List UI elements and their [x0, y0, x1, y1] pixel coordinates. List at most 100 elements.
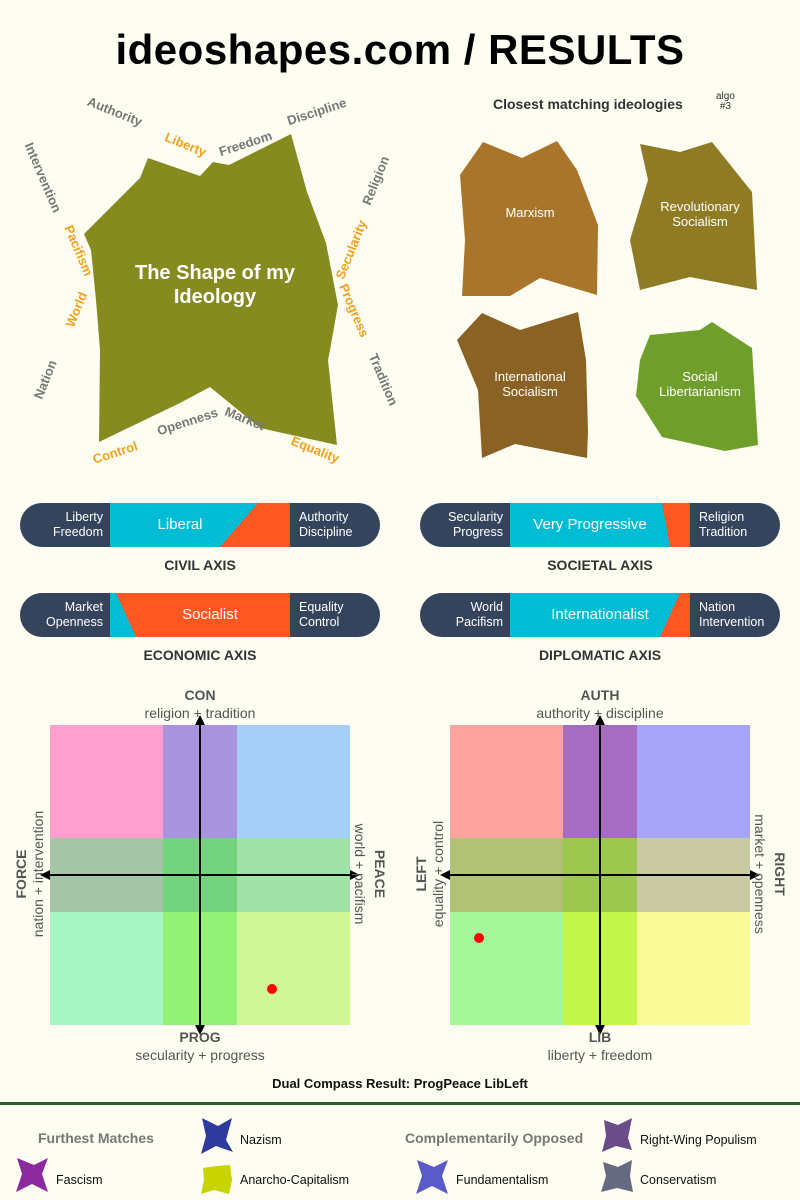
- economic-right-2: Control: [299, 615, 340, 629]
- societal-axis-name: SOCIETAL AXIS: [547, 557, 653, 573]
- compass1-top-sub: religion + tradition: [144, 705, 256, 721]
- civil-axis-bar: Liberty Freedom Liberal Authority Discipli…: [20, 503, 380, 547]
- closest-label-3-line2: Libertarianism: [659, 384, 741, 399]
- opposed-title: Complementarily Opposed: [405, 1130, 584, 1146]
- societal-right-1: Religion: [699, 510, 745, 524]
- economic-right-1: Equality: [299, 600, 344, 614]
- economic-left-2: Openness: [46, 615, 103, 629]
- diplomatic-axis-right: Nation Intervention: [690, 593, 780, 637]
- diplomatic-axis-name: DIPLOMATIC AXIS: [538, 647, 662, 663]
- compass2-grid: [440, 715, 760, 1035]
- diplomatic-axis-left: World Pacifism: [420, 593, 510, 637]
- closest-label-1-line1: Revolutionary: [660, 199, 740, 214]
- diplomatic-left-2: Pacifism: [455, 615, 503, 629]
- algo-badge: algo #3: [716, 92, 735, 112]
- closest-label-0: Marxism: [470, 205, 590, 220]
- civil-left-1: Liberty: [65, 510, 103, 524]
- societal-right-2: Tradition: [699, 525, 748, 539]
- furthest-item-nazism: Nazism: [240, 1133, 282, 1147]
- civil-axis-left: Liberty Freedom: [20, 503, 110, 547]
- closest-label-2: International Socialism: [470, 369, 590, 399]
- economic-axis-left: Market Openness: [20, 593, 110, 637]
- furthest-title: Furthest Matches: [38, 1130, 154, 1146]
- economic-left-1: Market: [64, 600, 103, 614]
- closest-label-0-line1: Marxism: [505, 205, 555, 220]
- closest-shapes: [457, 141, 758, 458]
- diplomatic-right-2: Intervention: [699, 615, 765, 629]
- economic-axis-label: Socialist: [182, 606, 238, 623]
- diplomatic-right-1: Nation: [699, 600, 736, 614]
- societal-axis-bar: Secularity Progress Very Progressive Reli…: [420, 503, 780, 547]
- diplomatic-axis-label: Internationalist: [551, 606, 649, 623]
- compass1-bottom: PROG: [179, 1029, 221, 1045]
- compass2-position-dot: [474, 933, 484, 943]
- nazism-icon: [201, 1118, 233, 1154]
- compass2-left-sub: equality + control: [430, 820, 446, 928]
- societal-axis-fill: [510, 503, 690, 547]
- closest-matches-title: Closest matching ideologies: [493, 96, 683, 112]
- civil-right-2: Discipline: [299, 525, 353, 539]
- furthest-item-anarcho-capitalism: Anarcho-Capitalism: [240, 1173, 350, 1187]
- societal-left-2: Progress: [452, 525, 503, 539]
- closest-shape-1: [630, 142, 757, 290]
- compass1-grid: [40, 715, 360, 1035]
- closest-label-1: Revolutionary Socialism: [640, 199, 760, 229]
- societal-axis-right: Religion Tradition: [690, 503, 780, 547]
- dual-compass-result: Dual Compass Result: ProgPeace LibLeft: [272, 1076, 528, 1091]
- compass2-bottom-sub: liberty + freedom: [547, 1047, 653, 1063]
- compass1-bottom-sub: secularity + progress: [135, 1047, 265, 1063]
- civil-axis-label: Liberal: [157, 516, 203, 533]
- section-divider: [0, 1102, 800, 1105]
- compass2-right-sub: market + openness: [752, 814, 768, 934]
- fascism-icon: [16, 1158, 48, 1192]
- closest-shape-2: [457, 312, 588, 458]
- civil-left-2: Freedom: [52, 525, 103, 539]
- economic-axis-name: ECONOMIC AXIS: [143, 647, 257, 663]
- compass1-left-sub: nation + intervention: [30, 810, 46, 938]
- closest-label-2-line2: Socialism: [502, 384, 558, 399]
- closest-shape-3: [636, 322, 758, 451]
- economic-axis-bar: Market Openness Socialist Equality Control: [20, 593, 380, 637]
- opposed-item-fundamentalism: Fundamentalism: [456, 1173, 549, 1187]
- diplomatic-left-1: World: [470, 600, 503, 614]
- compass1-position-dot: [267, 984, 277, 994]
- compass1-right-sub: world + pacifism: [352, 823, 368, 925]
- ideology-shape-polygon: [84, 134, 338, 445]
- diplomatic-axis-bar: World Pacifism Internationalist Nation Int…: [420, 593, 780, 637]
- conservatism-icon: [601, 1160, 633, 1192]
- closest-label-3-line1: Social: [682, 369, 718, 384]
- furthest-item-fascism: Fascism: [56, 1173, 103, 1187]
- algo-number: #3: [719, 101, 732, 112]
- civil-axis-fill: [110, 503, 290, 547]
- match-icons: [16, 1118, 633, 1194]
- shape-title: The Shape of my Ideology: [110, 261, 320, 309]
- page-title: ideoshapes.com / RESULTS: [115, 26, 685, 73]
- ideology-shape: [84, 134, 338, 445]
- opposed-item-right-wing-populism: Right-Wing Populism: [640, 1133, 757, 1147]
- societal-axis-label: Very Progressive: [533, 516, 647, 533]
- anarcho-capitalism-icon: [201, 1165, 232, 1194]
- right-wing-populism-icon: [602, 1118, 632, 1152]
- economic-axis-fill: [110, 593, 290, 637]
- compass2-left: LEFT: [413, 856, 429, 892]
- shape-title-line1: The Shape of my: [134, 262, 296, 284]
- closest-label-1-line2: Socialism: [672, 214, 728, 229]
- shape-title-line2: Ideology: [173, 286, 257, 308]
- compass1-left: FORCE: [13, 849, 29, 899]
- societal-axis-left: Secularity Progress: [420, 503, 510, 547]
- compass2-bottom: LIB: [588, 1029, 612, 1045]
- civil-axis-right: Authority Discipline: [290, 503, 380, 547]
- closest-shape-0: [460, 141, 598, 296]
- compass1-right: PEACE: [372, 849, 388, 899]
- closest-label-3: Social Libertarianism: [640, 369, 760, 399]
- diplomatic-axis-fill: [510, 593, 690, 637]
- civil-axis-name: CIVIL AXIS: [164, 557, 236, 573]
- compass2-top: AUTH: [580, 687, 620, 703]
- economic-axis-right: Equality Control: [290, 593, 380, 637]
- societal-left-1: Secularity: [448, 510, 503, 524]
- compass1-top: CON: [184, 687, 216, 703]
- civil-right-1: Authority: [299, 510, 349, 524]
- algo-label: algo: [716, 91, 735, 102]
- compass2-top-sub: authority + discipline: [536, 705, 664, 721]
- opposed-item-conservatism: Conservatism: [640, 1173, 717, 1187]
